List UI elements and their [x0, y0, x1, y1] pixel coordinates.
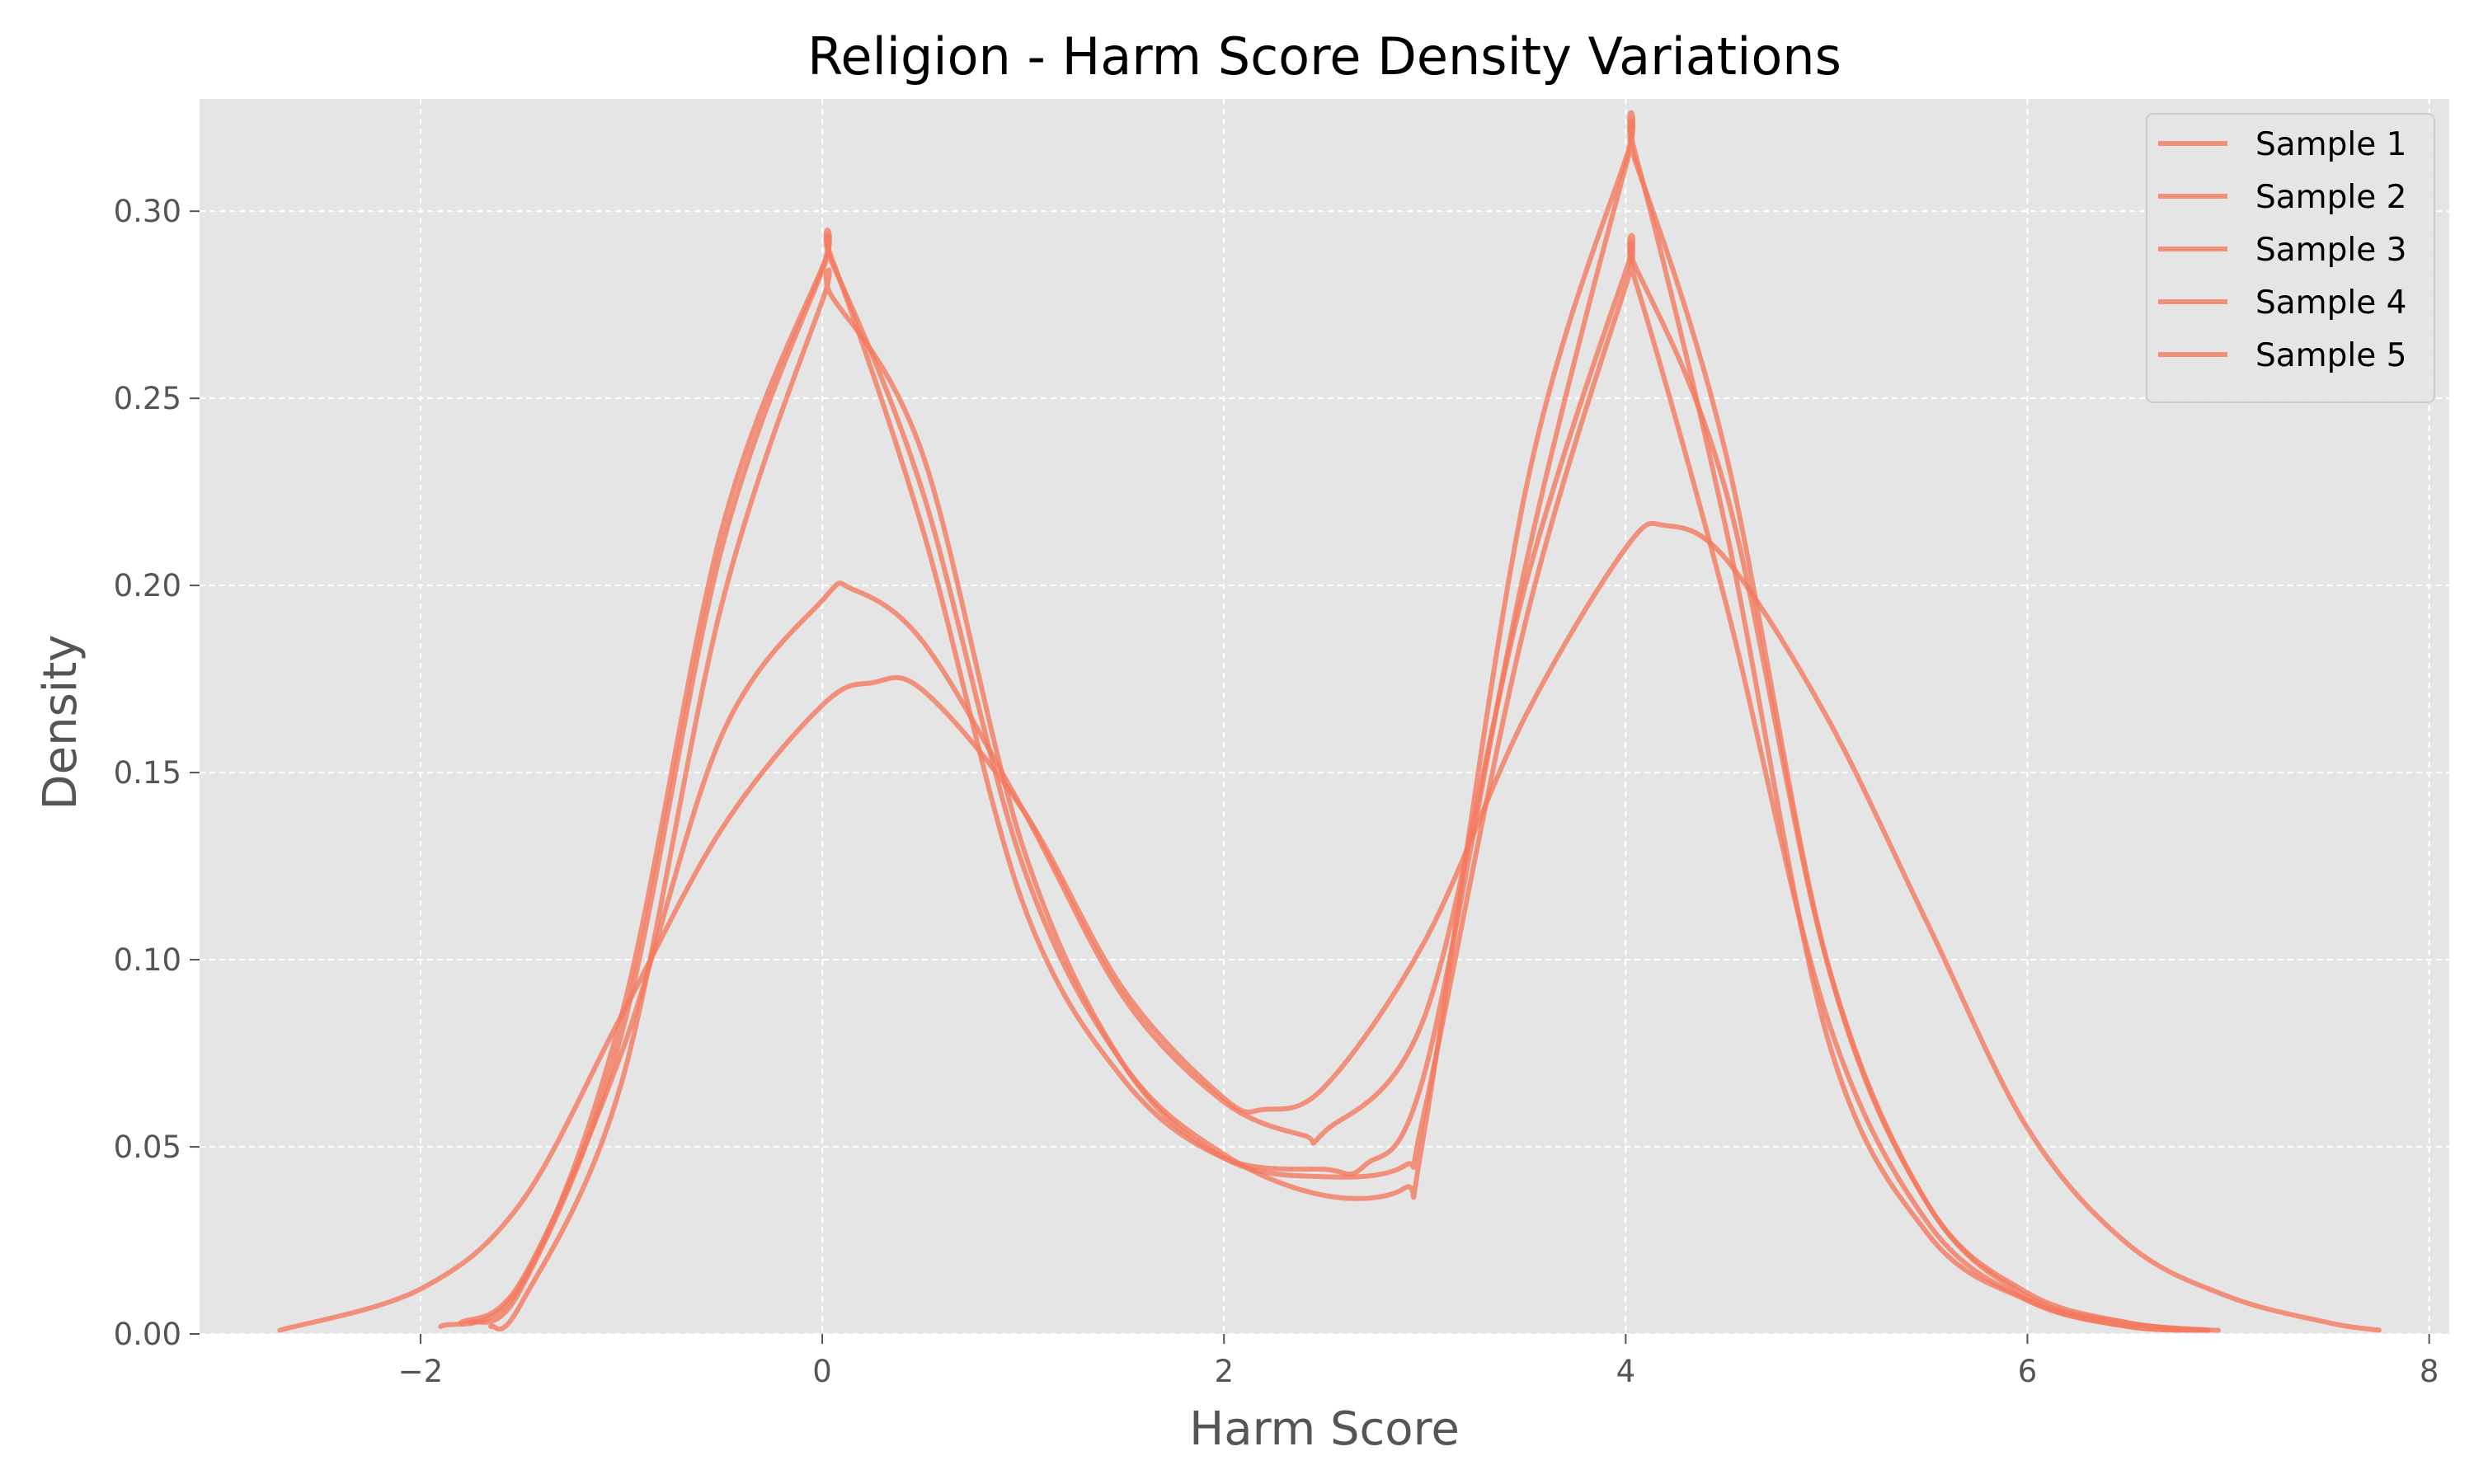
chart-title: Religion - Harm Score Density Variations	[807, 26, 1841, 87]
series-line-sample-3	[488, 240, 2211, 1333]
series-lines	[277, 110, 2382, 1333]
x-tick-label: 0	[812, 1354, 832, 1389]
y-tick-label: 0.00	[114, 1317, 181, 1352]
x-tick-label: 8	[2420, 1354, 2439, 1389]
y-tick-label: 0.20	[114, 568, 181, 603]
y-tick-label: 0.15	[114, 755, 181, 791]
x-tick-label: 2	[1214, 1354, 1234, 1389]
y-tick-label: 0.30	[114, 194, 181, 229]
legend-label: Sample 5	[2255, 337, 2406, 374]
x-axis-label: Harm Score	[1189, 1402, 1460, 1456]
legend-box	[2146, 113, 2435, 403]
x-axis-ticks: −2 0 2 4 6 8	[398, 1334, 2439, 1389]
x-tick-label: −2	[398, 1354, 444, 1389]
legend: Sample 1 Sample 2 Sample 3 Sample 4 Sample 5	[2146, 113, 2435, 403]
legend-label: Sample 4	[2255, 284, 2406, 322]
y-axis-ticks: 0.00 0.05 0.10 0.15 0.20 0.25 0.30	[114, 194, 200, 1352]
y-axis-label: Density	[34, 635, 87, 810]
x-tick-label: 6	[2018, 1354, 2038, 1389]
legend-label: Sample 1	[2255, 126, 2406, 163]
y-tick-label: 0.25	[114, 381, 181, 416]
series-line-sample-5	[277, 520, 2382, 1333]
y-tick-label: 0.05	[114, 1129, 181, 1165]
series-line-sample-4	[458, 232, 2211, 1333]
legend-label: Sample 3	[2255, 232, 2406, 269]
x-tick-label: 4	[1616, 1354, 1636, 1389]
y-tick-label: 0.10	[114, 942, 181, 978]
plot-area	[200, 99, 2449, 1334]
legend-label: Sample 2	[2255, 179, 2406, 216]
